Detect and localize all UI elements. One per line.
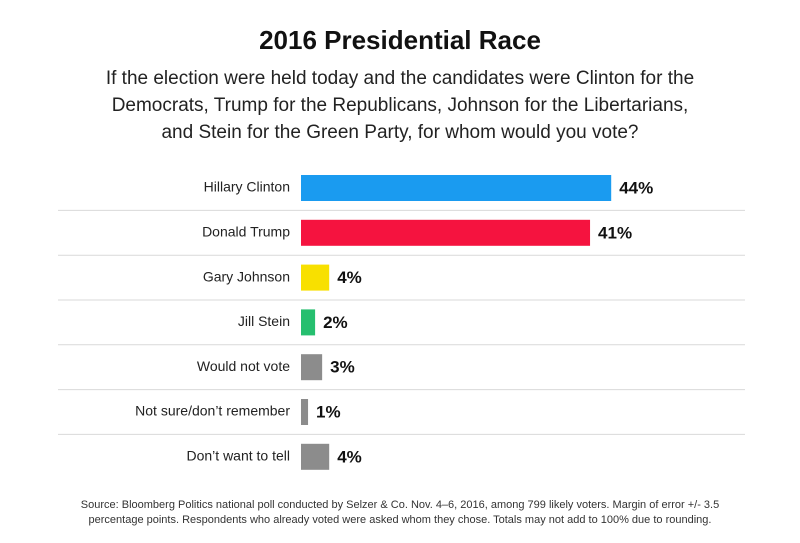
source-note: Source: Bloomberg Politics national poll…: [81, 499, 719, 511]
bar: [301, 309, 316, 336]
bar: [301, 175, 612, 201]
bar: [301, 264, 330, 291]
category-label: Not sure/don’t remember: [135, 403, 290, 419]
chart-subtitle: and Stein for the Green Party, for whom …: [161, 122, 638, 143]
chart-subtitle: Democrats, Trump for the Republicans, Jo…: [112, 95, 689, 116]
value-label: 2%: [323, 313, 348, 332]
value-label: 1%: [316, 402, 341, 421]
chart-subtitle: If the election were held today and the …: [106, 68, 694, 89]
category-label: Donald Trump: [202, 224, 290, 240]
category-label: Gary Johnson: [203, 268, 290, 284]
chart-title: 2016 Presidential Race: [259, 25, 541, 55]
category-label: Jill Stein: [238, 313, 290, 329]
value-label: 3%: [330, 358, 355, 377]
category-label: Don’t want to tell: [187, 448, 291, 464]
category-label: Hillary Clinton: [204, 179, 290, 195]
bar: [301, 443, 330, 470]
value-label: 4%: [337, 447, 362, 466]
value-label: 4%: [337, 268, 362, 287]
bar: [301, 399, 309, 425]
value-label: 41%: [598, 223, 632, 242]
bar: [301, 354, 323, 381]
value-label: 44%: [619, 178, 653, 197]
category-label: Would not vote: [197, 358, 290, 374]
bar: [301, 219, 591, 246]
source-note: percentage points. Respondents who alrea…: [89, 514, 712, 526]
